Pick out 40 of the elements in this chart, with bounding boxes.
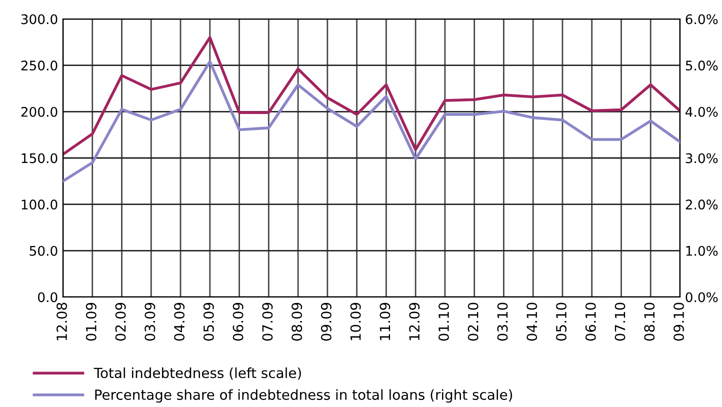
y-tick-label: 100.0 <box>22 200 58 210</box>
y2-tick-label: 3.0% <box>686 153 718 164</box>
y2-tick-label: 1.0% <box>686 246 718 256</box>
x-tick-label: 03.10 <box>497 302 508 341</box>
line-series <box>63 60 680 183</box>
x-tick-label: 01.10 <box>438 302 449 341</box>
x-tick-label: 07.09 <box>262 302 273 341</box>
x-tick-label: 09.10 <box>674 302 684 341</box>
y-tick-label: 300.0 <box>21 14 58 24</box>
line-series <box>63 36 680 156</box>
x-tick-label: 05.09 <box>203 302 214 341</box>
x-tick-label: 07.10 <box>614 302 626 341</box>
x-tick-label: 12.09 <box>409 302 420 340</box>
x-tick-label: 08.09 <box>292 302 302 341</box>
x-tick-label: 05.10 <box>556 302 567 341</box>
x-tick-label: 10.09 <box>350 302 361 340</box>
x-tick-label: 04.09 <box>174 302 185 341</box>
x-tick-label: 12.08 <box>56 302 68 340</box>
y2-tick-label: 5.0% <box>686 60 718 71</box>
y2-tick-label: 0.0% <box>686 292 718 302</box>
x-tick-label: 06.10 <box>585 302 596 341</box>
y-tick-label: 250.0 <box>21 60 58 71</box>
y2-tick-label: 2.0% <box>686 200 718 210</box>
x-tick-label: 02.10 <box>468 302 478 341</box>
y-tick-label: 200.0 <box>21 106 58 117</box>
y-tick-label: 0.0 <box>38 292 58 302</box>
x-tick-label: 04.10 <box>526 302 538 341</box>
legend-label: Total indebtedness (left scale) <box>94 367 301 380</box>
x-tick-label: 08.10 <box>644 302 655 341</box>
y2-tick-label: 4.0% <box>686 106 718 117</box>
x-tick-label: 02.09 <box>115 302 126 341</box>
legend-label: Percentage share of indebtedness in total loans (right scale) <box>95 389 512 403</box>
x-tick-label: 03.09 <box>144 302 156 341</box>
y-tick-label: 50.0 <box>30 246 58 256</box>
x-tick-label: 06.09 <box>232 302 244 341</box>
y-tick-label: 150.0 <box>22 153 58 164</box>
x-tick-label: 11.09 <box>380 302 390 340</box>
x-tick-label: 01.09 <box>86 302 96 341</box>
y2-tick-label: 6.0% <box>686 14 718 24</box>
x-tick-label: 09.09 <box>320 302 332 341</box>
